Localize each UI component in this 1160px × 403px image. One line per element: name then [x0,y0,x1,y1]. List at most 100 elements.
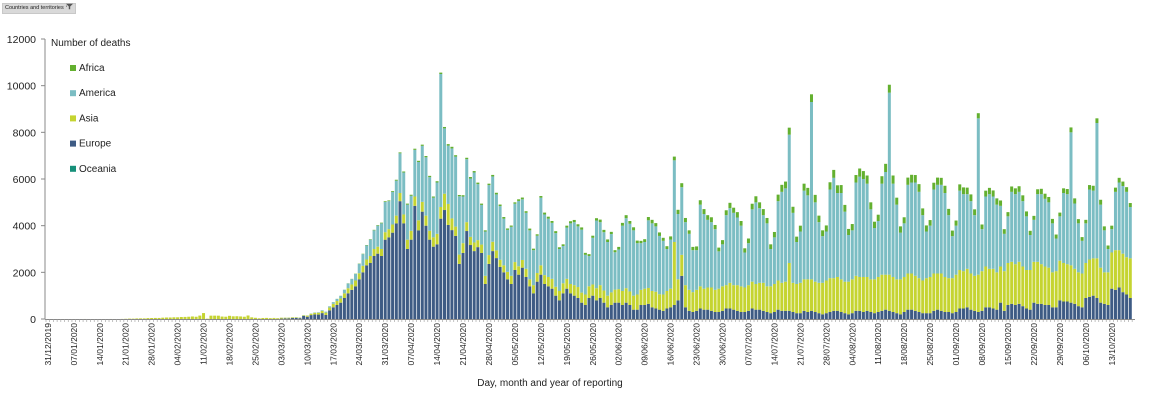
bar-america [706,219,710,288]
bar-europe [669,307,673,319]
bar-europe [454,235,458,319]
bar-america [1084,223,1088,263]
bar-asia [176,317,180,319]
bar-europe [554,295,558,319]
bar-asia [947,278,951,312]
bar-asia [791,282,795,312]
bar-asia [817,282,821,314]
bar-europe [580,302,584,319]
bar-africa [965,187,969,195]
x-tick-label: 11/08/2020 [873,323,883,365]
bar-asia [242,316,246,319]
bar-europe [461,252,465,319]
bar-america [732,212,736,286]
bar-africa [509,225,513,227]
bar-asia [580,292,584,303]
bar-africa [765,217,769,224]
bar-asia [331,303,335,308]
bar-america [932,189,936,274]
bar-europe [1102,303,1106,319]
bar-africa [428,175,432,178]
bar-asia [1054,271,1058,308]
countries-filter-button[interactable]: Countries and territories [2,3,76,14]
bar-europe [472,251,476,319]
bar-africa [913,175,917,183]
bar-africa [394,179,398,181]
bar-asia [869,279,873,312]
bar-africa [906,177,910,185]
bar-africa [921,208,925,216]
bar-asia [202,313,206,319]
bar-asia [954,274,958,312]
bar-america [391,191,395,225]
bar-asia [1039,264,1043,304]
bar-america [450,148,454,219]
bar-america [687,233,691,290]
bar-america [502,218,506,266]
bar-asia [357,273,361,280]
bar-europe [617,302,621,319]
bar-america [594,220,598,289]
bar-asia [569,284,573,294]
bar-africa [1102,226,1106,231]
bar-america [1021,201,1025,267]
bar-america [531,250,535,286]
bar-asia [665,291,669,309]
bar-asia [1013,264,1017,305]
bar-asia [1017,261,1021,304]
bar-america [995,204,999,273]
x-tick-label: 12/05/2020 [536,323,546,366]
bar-america [1036,194,1040,262]
bar-america [569,223,573,284]
bar-asia [461,243,465,253]
bar-africa [602,229,606,233]
bar-america [1025,216,1028,270]
bar-africa [1117,177,1121,183]
bar-africa [835,185,839,193]
bar-europe [509,284,513,319]
bar-america [973,215,977,276]
bar-asia [1084,263,1088,298]
bar-asia [509,275,513,284]
bar-america [565,227,569,279]
bar-asia [216,315,220,319]
bar-asia [265,317,269,319]
bar-europe [713,312,717,319]
bar-asia [865,277,869,311]
bar-europe [1076,306,1080,319]
bar-america [861,179,865,277]
bar-africa [865,175,869,184]
bar-africa [383,201,387,202]
bar-asia [550,278,554,289]
x-tick-label: 11/02/2020 [199,323,209,365]
bar-asia [924,278,928,314]
bar-america [791,212,795,283]
bar-asia [1095,258,1099,298]
bar-africa [780,184,784,192]
bar-america [965,194,969,269]
bar-america [850,230,854,280]
bar-america [365,245,369,260]
bar-asia [1021,266,1025,307]
bar-asia [576,287,580,298]
bar-europe [409,239,413,319]
bar-africa [676,209,680,214]
bar-europe [843,313,847,319]
bar-america [683,222,687,286]
bar-america [1088,189,1092,260]
x-tick-label: 07/07/2020 [744,323,754,366]
bar-america [821,236,825,283]
bar-asia [279,317,283,319]
bar-america [1128,207,1132,259]
bar-asia [324,312,328,315]
bar-africa [735,212,739,218]
bar-america [999,205,1003,267]
bar-asia [784,281,788,311]
bar-asia [821,282,825,315]
bar-africa [1095,118,1099,123]
bar-america [910,182,914,274]
bar-america [454,156,458,227]
legend-swatch-oceania [70,165,76,172]
bar-africa [446,144,450,146]
bar-africa [843,204,847,212]
